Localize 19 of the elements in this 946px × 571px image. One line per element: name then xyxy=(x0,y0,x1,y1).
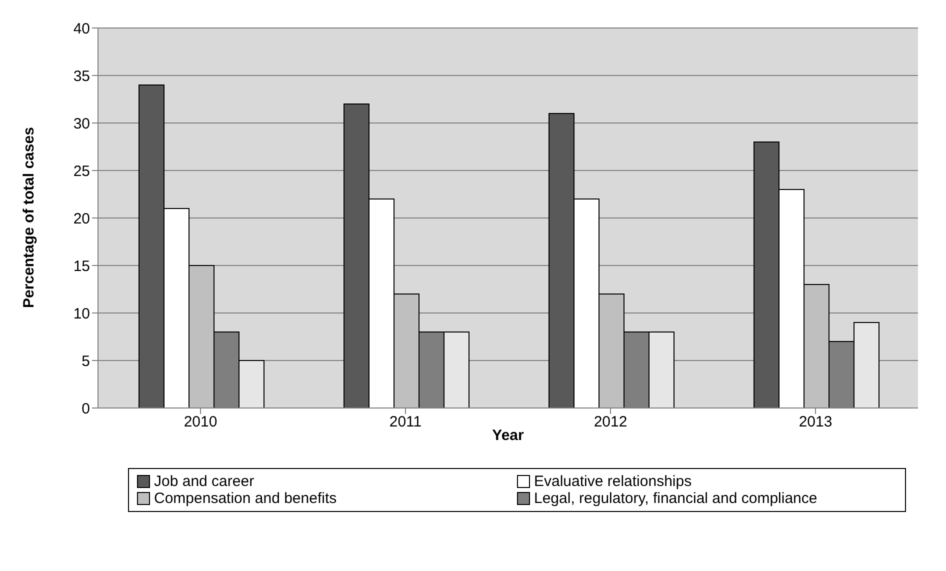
legend-label: Legal, regulatory, financial and compliance xyxy=(534,490,818,507)
y-tick-label: 10 xyxy=(73,305,90,322)
x-tick-label: 2011 xyxy=(389,414,422,431)
legend-label: Evaluative relationships xyxy=(534,473,692,490)
y-tick-label: 40 xyxy=(73,20,90,38)
y-axis-title: Percentage of total cases xyxy=(20,127,38,308)
y-tick-label: 25 xyxy=(73,162,90,180)
x-tick-label: 2013 xyxy=(798,414,832,431)
y-tick-label: 0 xyxy=(82,400,90,418)
y-tick-label: 30 xyxy=(73,115,90,132)
x-tick-label: 2010 xyxy=(184,414,218,431)
y-tick-label: 5 xyxy=(82,352,90,370)
y-tick-label: 20 xyxy=(73,210,90,228)
legend-label: Compensation and benefits xyxy=(154,490,337,507)
legend-label: Job and career xyxy=(154,473,254,490)
y-tick-label: 35 xyxy=(73,68,90,85)
x-axis-title: Year xyxy=(492,427,524,444)
x-tick-label: 2012 xyxy=(594,414,628,431)
y-tick-label: 15 xyxy=(73,258,90,275)
